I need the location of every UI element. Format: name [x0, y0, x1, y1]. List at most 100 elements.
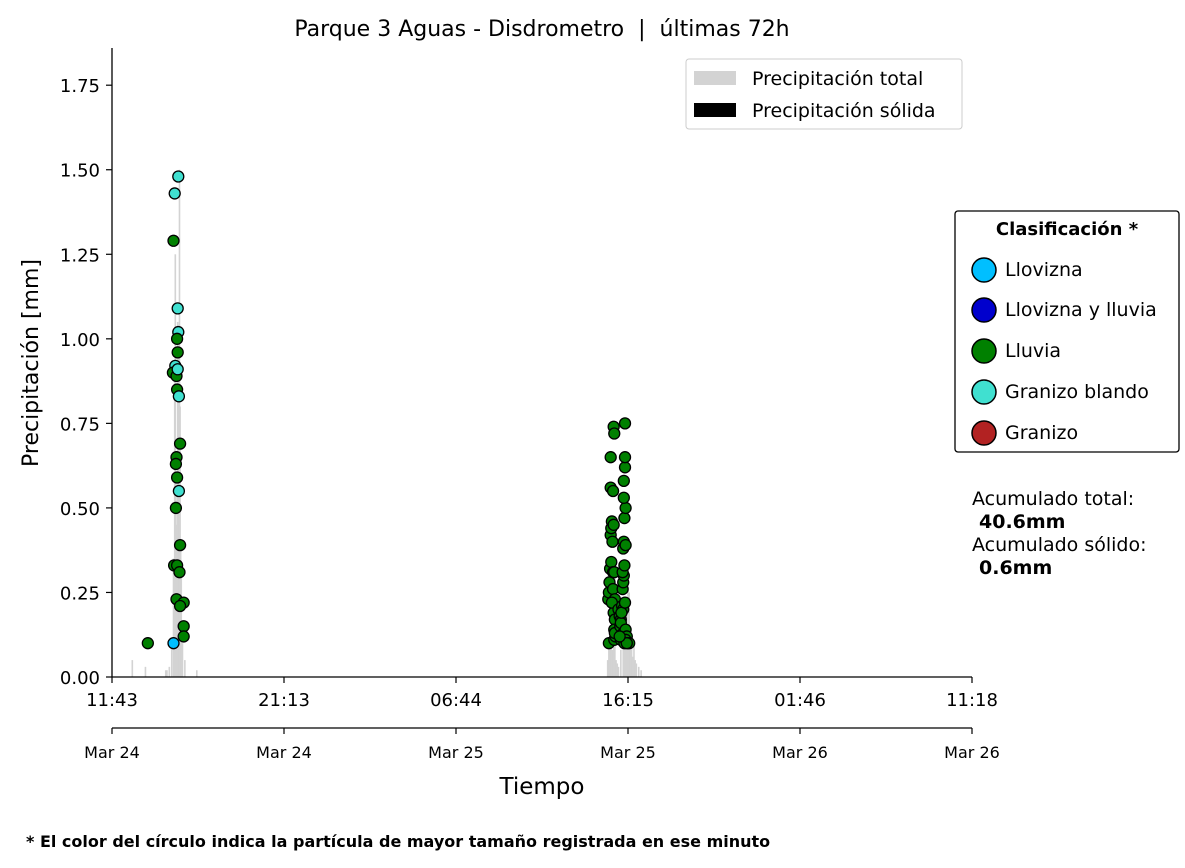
legend-label-llovizna-y-lluvia: Llovizna y lluvia [1005, 299, 1157, 321]
legend-main: Precipitación total Precipitación sólida [685, 58, 963, 130]
y-tick-label: 0.75 [60, 414, 100, 435]
legend-marker-granizo [971, 420, 997, 446]
legend-marker-llovizna [971, 257, 997, 283]
date-tick-label: Mar 24 [84, 743, 140, 762]
data-point [618, 511, 631, 525]
bar-total [610, 636, 613, 677]
data-point [169, 501, 183, 515]
data-point [607, 518, 620, 531]
bar-total [634, 660, 636, 677]
bar-total [170, 643, 173, 677]
y-tick-label: 0.25 [60, 583, 100, 604]
bar-total [615, 660, 617, 677]
bar-total [144, 666, 147, 677]
legend-label-total: Precipitación total [752, 68, 923, 90]
data-point [167, 234, 180, 247]
legend-label-granizo: Granizo [1005, 422, 1078, 444]
legend-label-granizo-blando: Granizo blando [1005, 381, 1149, 403]
bar-total [611, 649, 614, 677]
date-tick-label: Mar 25 [428, 743, 484, 762]
data-point [618, 596, 632, 609]
legend-marker-lluvia [971, 338, 997, 364]
data-point [170, 471, 184, 484]
bar-total [631, 656, 634, 677]
bar-total [196, 670, 198, 677]
legend-swatch-total [694, 71, 736, 85]
bars-total-layer [131, 169, 642, 677]
chart-title: Parque 3 Aguas - Disdrometro | últimas 7… [294, 17, 789, 42]
data-point [618, 451, 632, 464]
data-point [171, 346, 184, 359]
legend-class-title: Clasificación * [996, 219, 1139, 240]
data-point [177, 630, 190, 643]
bar-total [640, 670, 642, 677]
totals-box: Acumulado total: 40.6mm Acumulado sólido… [972, 488, 1147, 579]
data-point [170, 332, 184, 345]
bar-total [184, 660, 186, 677]
data-point [172, 170, 185, 183]
y-tick-label: 0.50 [60, 499, 100, 520]
solid-label: Acumulado sólido: [972, 534, 1147, 556]
data-point [168, 187, 181, 200]
legend-label-llovizna: Llovizna [1005, 259, 1083, 281]
data-point [619, 538, 632, 552]
data-point [617, 474, 630, 488]
y-tick-label: 1.00 [60, 330, 100, 351]
date-tick-label: Mar 26 [944, 743, 1000, 762]
data-point [177, 620, 190, 633]
data-point [605, 555, 618, 569]
legend-label-lluvia: Lluvia [1005, 340, 1061, 362]
bar-total [633, 643, 635, 677]
bar-total [166, 670, 168, 677]
bar-total [608, 643, 610, 677]
data-point [169, 457, 183, 471]
solid-value: 0.6mm [979, 557, 1052, 579]
bar-total [181, 643, 184, 677]
bar-total [164, 670, 167, 677]
footnote: * El color del círculo indica la partícu… [26, 832, 771, 851]
data-point [172, 390, 186, 403]
y-tick-label: 1.25 [60, 245, 100, 266]
y-tick-label: 0.00 [60, 668, 100, 689]
x-tick-label: 06:44 [430, 690, 482, 711]
date-tick-label: Mar 26 [772, 743, 828, 762]
data-point [619, 501, 632, 515]
data-point [618, 417, 632, 430]
y-tick-label: 1.75 [60, 76, 100, 97]
bar-total [637, 666, 640, 677]
legend-label-solid: Precipitación sólida [752, 100, 936, 122]
data-point [167, 637, 180, 650]
data-point [171, 302, 184, 315]
bar-total [623, 643, 626, 677]
points-layer [141, 170, 636, 650]
data-point [171, 363, 184, 376]
x-tick-label: 11:43 [86, 690, 138, 711]
data-point [172, 484, 186, 498]
data-point [606, 535, 619, 548]
x-tick-label: 21:13 [258, 690, 310, 711]
x-tick-label: 11:18 [946, 690, 998, 711]
legend-marker-llovizna-y-lluvia [971, 297, 997, 323]
legend-swatch-solid [694, 103, 736, 117]
x-ticks: 11:43 Mar 24 21:13 Mar 24 06:44 Mar 25 16:15 Ma… [84, 677, 1000, 762]
y-ticks: 0.00 0.25 0.50 0.75 1.00 1.25 1.50 1.75 [60, 76, 112, 689]
precipitation-chart: Parque 3 Aguas - Disdrometro | últimas 7… [19, 17, 1180, 800]
date-tick-label: Mar 25 [600, 743, 656, 762]
y-tick-label: 1.50 [60, 161, 100, 182]
bar-total [630, 646, 633, 677]
data-point [608, 427, 621, 440]
data-point [141, 637, 154, 650]
bar-total [624, 629, 627, 677]
date-tick-label: Mar 24 [256, 743, 312, 762]
data-point [617, 491, 630, 504]
x-tick-label: 01:46 [774, 690, 826, 711]
bar-total [616, 663, 619, 677]
x-axis-label: Tiempo [499, 774, 585, 800]
bar-total [168, 666, 171, 677]
bar-total [617, 666, 620, 677]
bar-total [609, 626, 611, 677]
legend-marker-granizo-blando [971, 379, 997, 405]
total-label: Acumulado total: [972, 488, 1134, 510]
data-point [618, 559, 631, 572]
data-point [604, 451, 617, 464]
